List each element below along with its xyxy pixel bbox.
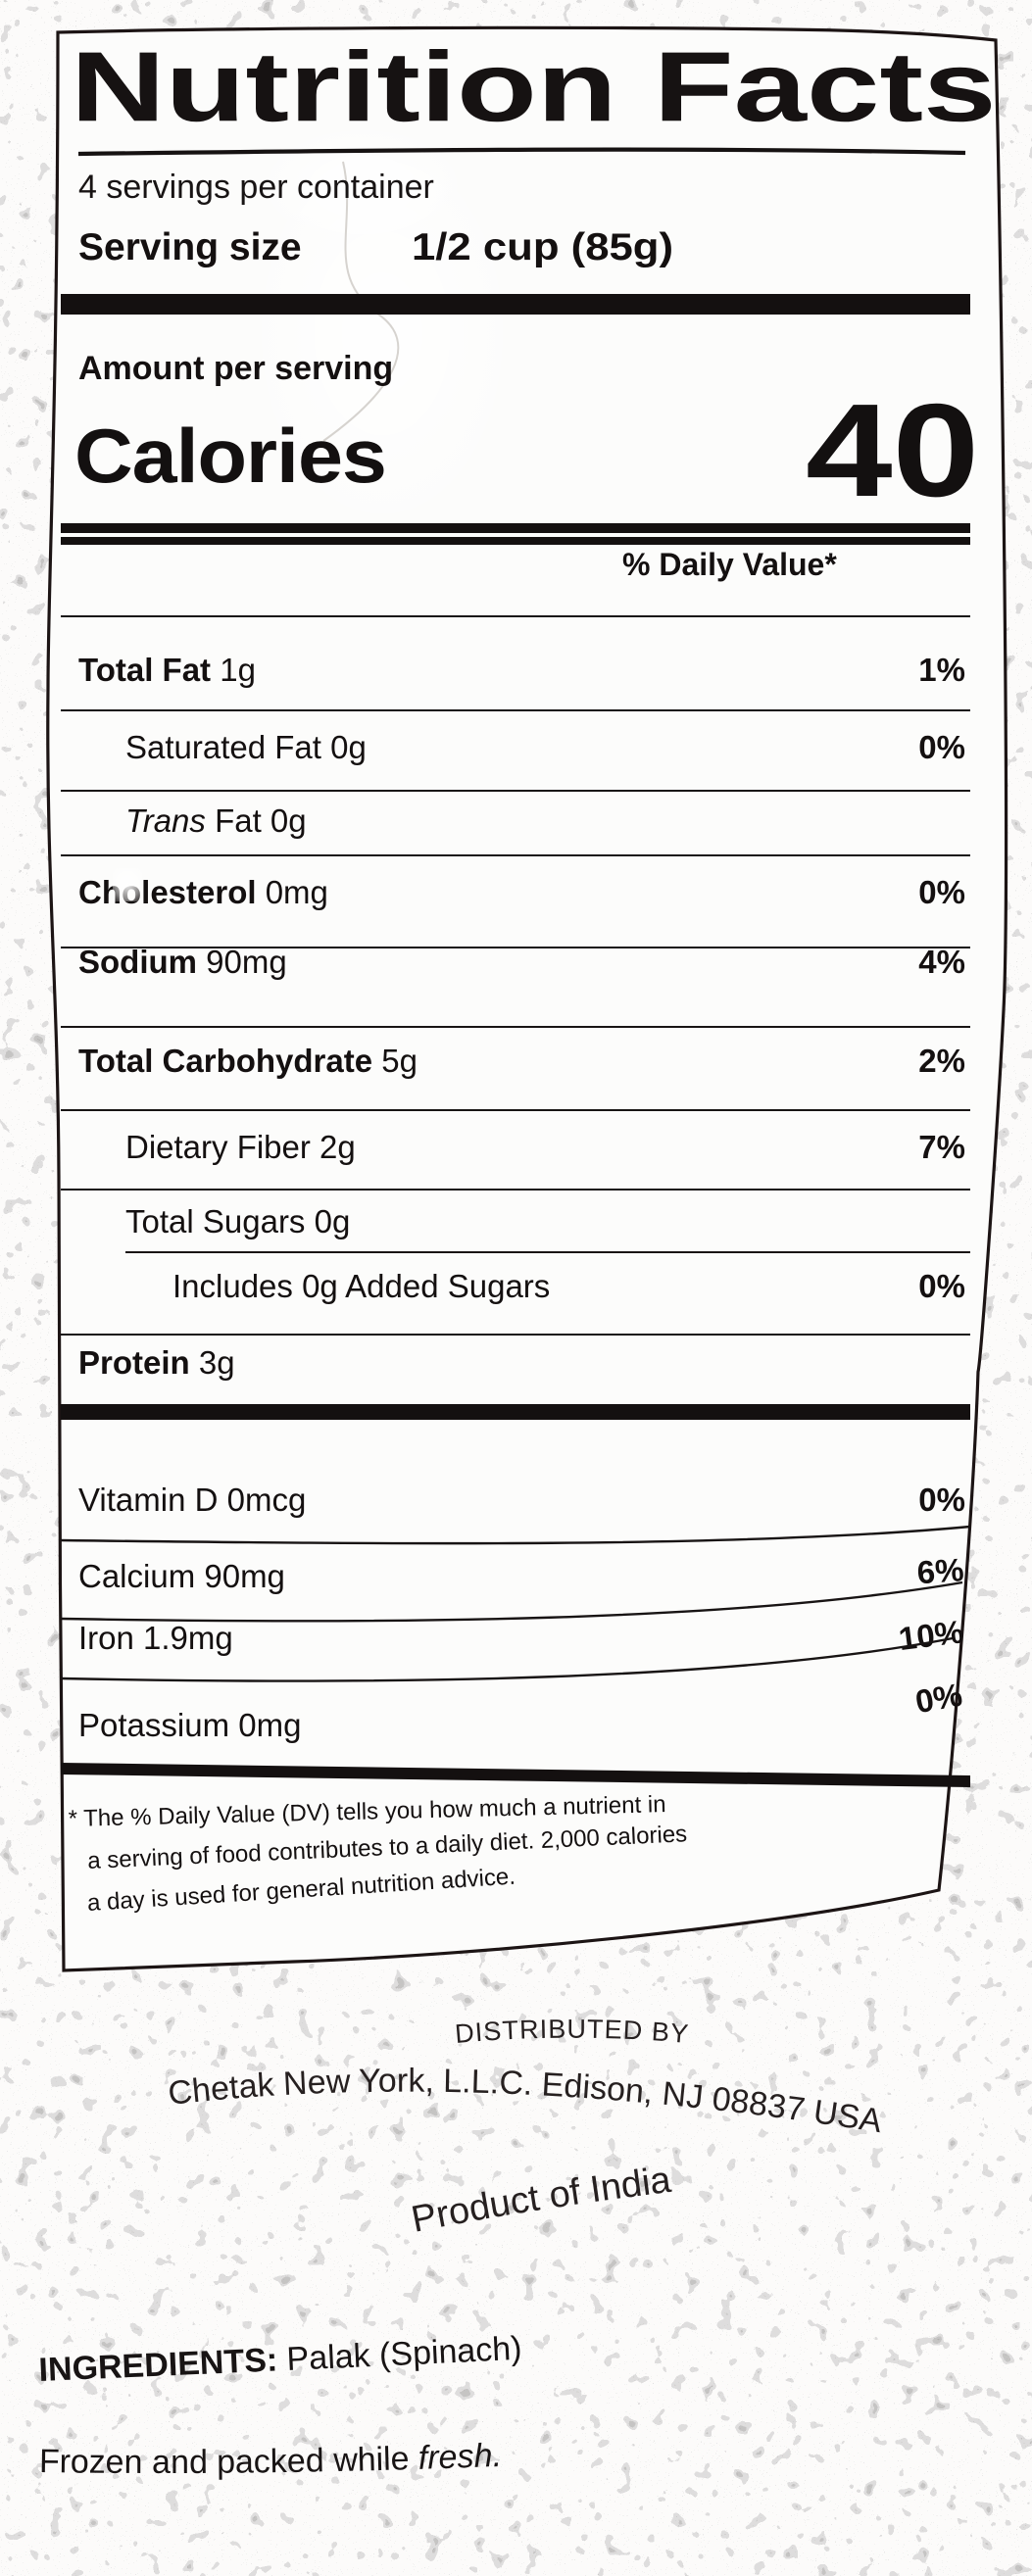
svg-text:INGREDIENTS: Palak (Spinach): INGREDIENTS: Palak (Spinach): [38, 2330, 523, 2389]
svg-text:Frozen and packed while fresh.: Frozen and packed while fresh.: [39, 2437, 503, 2481]
